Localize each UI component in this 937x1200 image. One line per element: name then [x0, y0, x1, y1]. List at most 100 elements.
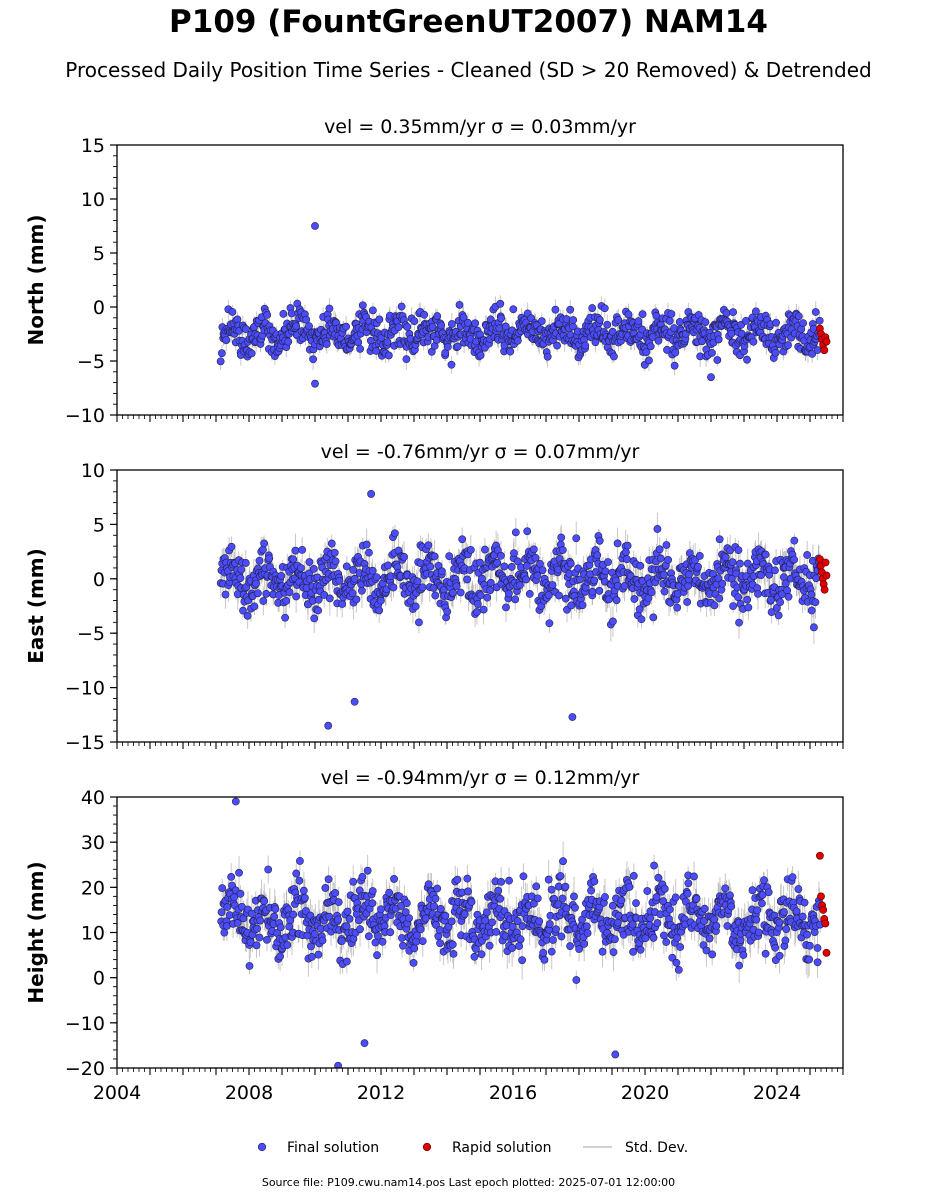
final-solution-points	[217, 797, 825, 1068]
final-solution-point	[500, 562, 509, 571]
final-solution-point	[595, 316, 604, 324]
final-solution-point	[455, 300, 464, 309]
final-solution-point	[265, 554, 274, 563]
final-solution-point	[567, 601, 576, 610]
final-solution-outlier	[350, 697, 359, 706]
final-solution-point	[671, 348, 680, 357]
final-solution-point	[394, 323, 403, 332]
final-solution-point	[649, 613, 658, 622]
final-solution-point	[309, 564, 318, 573]
final-solution-point	[555, 591, 563, 600]
final-solution-point	[338, 600, 347, 608]
final-solution-point	[368, 306, 377, 315]
final-solution-outlier	[311, 222, 319, 230]
final-solution-point	[476, 591, 485, 600]
final-solution-outlier	[324, 721, 333, 730]
final-solution-point	[342, 322, 351, 331]
final-solution-point	[558, 546, 567, 554]
final-solution-point	[638, 310, 647, 319]
final-solution-point	[305, 558, 314, 566]
final-solution-point	[612, 596, 621, 605]
final-solution-point	[434, 561, 443, 570]
final-solution-point	[604, 558, 612, 566]
y-axis-label: North (mm)	[24, 214, 48, 345]
final-solution-point	[481, 545, 489, 554]
final-solution-point	[239, 606, 247, 615]
final-solution-point	[734, 546, 743, 555]
y-tick-label: 0	[93, 297, 105, 319]
final-solution-point	[660, 587, 669, 596]
final-solution-point	[493, 558, 502, 567]
final-solution-point	[729, 308, 738, 317]
final-solution-point	[281, 613, 289, 622]
final-solution-point	[302, 315, 311, 324]
final-solution-point	[595, 536, 604, 545]
final-solution-point	[664, 555, 673, 564]
final-solution-point	[714, 574, 723, 583]
final-solution-point	[553, 341, 561, 350]
final-solution-point	[622, 555, 631, 564]
final-solution-point	[783, 586, 792, 595]
plot-frame	[116, 144, 844, 416]
final-solution-point	[708, 348, 716, 357]
panel-title: vel = -0.76mm/yr σ = 0.07mm/yr	[321, 441, 640, 463]
final-solution-point	[349, 565, 358, 574]
final-solution-point	[715, 594, 724, 603]
final-solution-point	[670, 361, 679, 370]
final-solution-point	[228, 308, 237, 316]
final-solution-point	[223, 903, 232, 911]
final-solution-point	[486, 578, 495, 587]
final-solution-point	[438, 567, 446, 576]
final-solution-point	[513, 336, 522, 345]
final-solution-point	[509, 305, 518, 314]
final-solution-point	[247, 909, 256, 918]
final-solution-point	[744, 603, 753, 612]
final-solution-point	[279, 309, 288, 318]
final-solution-outlier	[311, 379, 319, 388]
rapid-solution-points	[816, 555, 831, 594]
y-tick-label: −15	[65, 732, 105, 754]
final-solution-point	[737, 329, 746, 338]
final-solution-point	[437, 321, 446, 330]
final-solution-point	[774, 611, 783, 620]
final-solution-point	[807, 590, 816, 599]
final-solution-point	[576, 575, 584, 584]
final-solution-point	[595, 586, 604, 595]
panel-title: vel = 0.35mm/yr σ = 0.03mm/yr	[324, 116, 636, 138]
final-solution-point	[217, 349, 226, 358]
final-solution-point	[624, 310, 633, 319]
final-solution-point	[654, 336, 663, 345]
final-solution-point	[390, 529, 399, 538]
final-solution-point	[342, 562, 351, 571]
final-solution-point	[325, 304, 334, 313]
final-solution-point	[263, 310, 272, 319]
final-solution-point	[548, 581, 557, 589]
final-solution-point	[635, 605, 644, 614]
final-solution-point	[456, 588, 465, 597]
final-solution-point	[445, 552, 454, 561]
final-solution-point	[811, 598, 820, 607]
plot-area	[216, 490, 831, 730]
final-solution-point	[253, 589, 262, 598]
final-solution-point	[335, 576, 344, 585]
final-solution-point	[799, 319, 808, 327]
final-solution-point	[443, 607, 452, 616]
final-solution-point	[250, 602, 259, 611]
final-solution-point	[634, 317, 643, 326]
final-solution-point	[776, 598, 785, 607]
final-solution-point	[372, 347, 381, 355]
final-solution-point	[728, 558, 737, 567]
final-solution-point	[610, 352, 618, 361]
final-solution-point	[486, 586, 495, 595]
final-solution-point	[722, 309, 731, 317]
panel-height: vel = -0.94mm/yr σ = 0.12mm/yr Height (mm…	[24, 767, 844, 1104]
final-solution-point	[569, 316, 578, 324]
final-solution-point	[255, 933, 264, 942]
final-solution-point	[721, 553, 730, 562]
final-solution-point	[330, 548, 339, 557]
final-solution-point	[285, 588, 294, 597]
final-solution-point	[291, 546, 300, 555]
final-solution-point	[322, 340, 331, 349]
final-solution-point	[588, 587, 597, 596]
final-solution-point	[447, 360, 456, 369]
